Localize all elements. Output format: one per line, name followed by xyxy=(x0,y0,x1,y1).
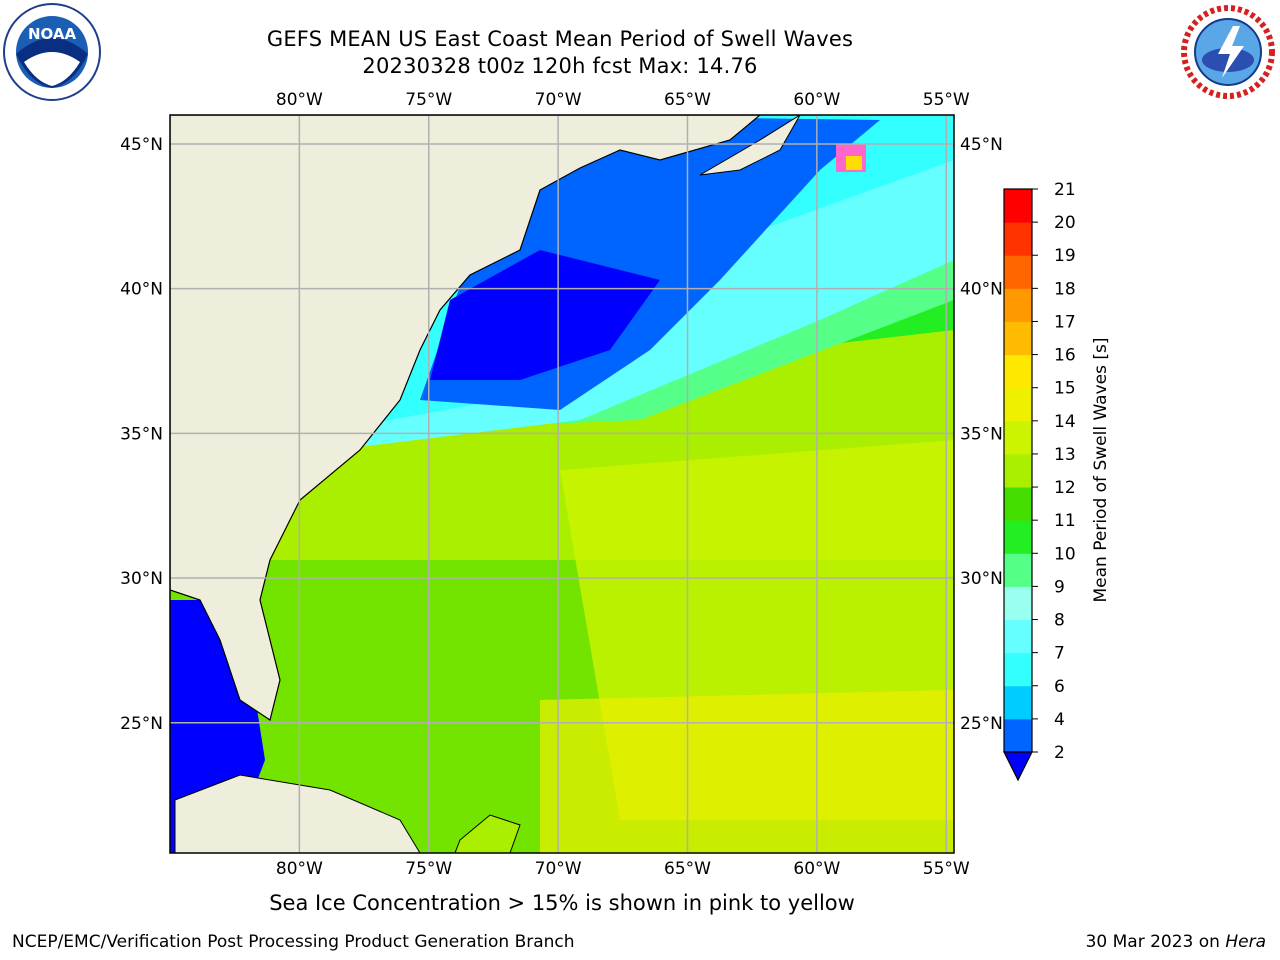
lat-tick-label: 40°N xyxy=(120,280,163,300)
colorbar-segment xyxy=(1004,420,1032,455)
colorbar-segment xyxy=(1004,255,1032,289)
lat-tick-label: 25°N xyxy=(960,714,1003,734)
lon-tick-label: 70°W xyxy=(535,90,582,110)
lon-tick-label: 70°W xyxy=(535,859,582,879)
land-nova-scotia xyxy=(699,115,801,176)
lat-labels-left: 45°N 40°N 35°N 30°N 25°N xyxy=(120,135,163,734)
colorbar-tick-label: 12 xyxy=(1054,478,1076,498)
colorbar-segment xyxy=(1004,520,1032,554)
footer-date-text: 30 Mar 2023 on xyxy=(1085,932,1220,952)
colorbar-tick-label: 21 xyxy=(1054,180,1076,200)
colorbar-segment xyxy=(1004,652,1032,687)
colorbar-tick-label: 15 xyxy=(1054,379,1076,399)
zone-deepblue xyxy=(430,250,660,380)
chart-title: GEFS MEAN US East Coast Mean Period of S… xyxy=(266,27,854,51)
lon-tick-label: 65°W xyxy=(664,90,711,110)
colorbar-tick-label: 18 xyxy=(1054,279,1076,299)
noaa-logo-text: NOAA xyxy=(28,25,77,43)
colorbar-extend-arrow xyxy=(1003,751,1033,782)
map-frame xyxy=(169,114,955,854)
lon-tick-label: 60°W xyxy=(793,90,840,110)
colorbar-tick-label: 10 xyxy=(1054,544,1076,564)
colorbar-tick-label: 11 xyxy=(1054,511,1076,531)
colorbar-tick-label: 6 xyxy=(1054,677,1065,697)
colorbar-label: Mean Period of Swell Waves [s] xyxy=(1091,338,1111,603)
footer-credit: NCEP/EMC/Verification Post Processing Pr… xyxy=(12,932,575,952)
ice-note: Sea Ice Concentration > 15% is shown in … xyxy=(269,891,855,915)
map-area xyxy=(170,115,954,853)
footer-host: Hera xyxy=(1225,932,1266,952)
lat-tick-label: 40°N xyxy=(960,280,1003,300)
colorbar-tick-label: 4 xyxy=(1054,710,1065,730)
lon-labels-top: 80°W 75°W 70°W 65°W 60°W 55°W xyxy=(276,90,970,110)
colorbar-segment xyxy=(1004,553,1032,587)
colorbar-tick-label: 16 xyxy=(1054,346,1076,366)
lat-labels-right: 45°N 40°N 35°N 30°N 25°N xyxy=(960,135,1003,734)
colorbar-tick-label: 20 xyxy=(1054,213,1076,233)
colorbar-segment xyxy=(1004,288,1032,322)
colorbar-tick-label: 13 xyxy=(1054,445,1076,465)
colorbar-segment xyxy=(1004,222,1032,256)
footer-date: 30 Mar 2023 on Hera xyxy=(1086,932,1266,952)
land-us xyxy=(170,115,761,721)
colorbar-segment xyxy=(1004,619,1032,654)
lon-tick-label: 65°W xyxy=(664,859,711,879)
lon-tick-label: 75°W xyxy=(405,90,452,110)
nws-logo xyxy=(1180,4,1276,100)
colorbar-frame xyxy=(1003,188,1033,753)
lon-tick-label: 75°W xyxy=(405,859,452,879)
lon-tick-label: 80°W xyxy=(276,90,323,110)
lon-tick-label: 80°W xyxy=(276,859,323,879)
colorbar: 2 4 6 7 8 9 10 11 12 13 14 15 16 17 18 19 20 21 xyxy=(1003,180,1076,782)
lat-tick-label: 30°N xyxy=(120,569,163,589)
lat-tick-label: 35°N xyxy=(120,424,163,444)
lat-tick-label: 25°N xyxy=(120,714,163,734)
lat-tick-label: 45°N xyxy=(960,135,1003,155)
colorbar-tick-label: 14 xyxy=(1054,412,1076,432)
lat-tick-label: 45°N xyxy=(120,135,163,155)
colorbar-tick-label: 17 xyxy=(1054,312,1076,332)
zone-yellow2 xyxy=(540,690,954,853)
ice-spot-core xyxy=(846,156,862,170)
lon-labels-bottom: 80°W 75°W 70°W 65°W 60°W 55°W xyxy=(276,859,970,879)
colorbar-segment xyxy=(1004,453,1032,488)
colorbar-tick-label: 19 xyxy=(1054,246,1076,266)
colorbar-segment xyxy=(1004,321,1032,356)
land-cuba xyxy=(174,774,421,853)
colorbar-segment xyxy=(1004,387,1032,422)
noaa-logo: NOAA xyxy=(3,3,101,101)
land-hispaniola xyxy=(454,814,521,853)
gridlines xyxy=(170,115,954,853)
colorbar-tick-label: 8 xyxy=(1054,611,1065,631)
colorbar-segment xyxy=(1004,685,1032,720)
colorbar-tick-label: 9 xyxy=(1054,577,1065,597)
colorbar-segment xyxy=(1004,718,1032,753)
chart-subtitle: 20230328 t00z 120h fcst Max: 14.76 xyxy=(362,54,758,78)
colorbar-segment xyxy=(1004,487,1032,521)
colorbar-segment xyxy=(1004,189,1032,223)
colorbar-tick-label: 7 xyxy=(1054,644,1065,664)
colorbar-tick-label: 2 xyxy=(1054,743,1065,763)
lon-tick-label: 55°W xyxy=(923,859,970,879)
colorbar-segment xyxy=(1004,586,1032,621)
lat-tick-label: 35°N xyxy=(960,424,1003,444)
lon-tick-label: 55°W xyxy=(923,90,970,110)
colorbar-segment xyxy=(1004,354,1032,389)
lat-tick-label: 30°N xyxy=(960,569,1003,589)
lon-tick-label: 60°W xyxy=(793,859,840,879)
